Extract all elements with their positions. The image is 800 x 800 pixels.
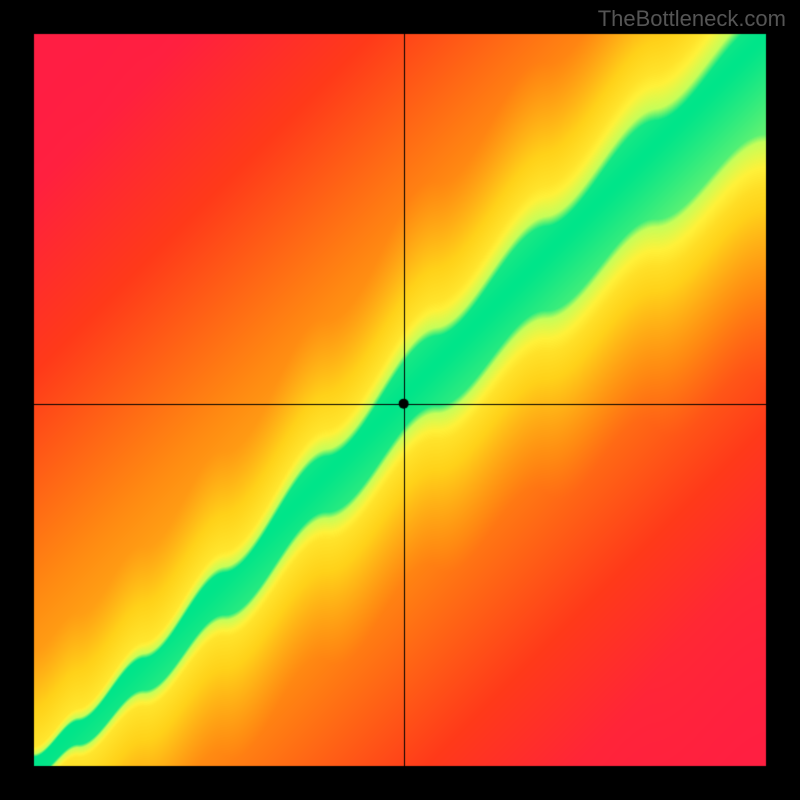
bottleneck-heatmap-canvas [0,0,800,800]
chart-container: TheBottleneck.com [0,0,800,800]
watermark-text: TheBottleneck.com [598,6,786,32]
